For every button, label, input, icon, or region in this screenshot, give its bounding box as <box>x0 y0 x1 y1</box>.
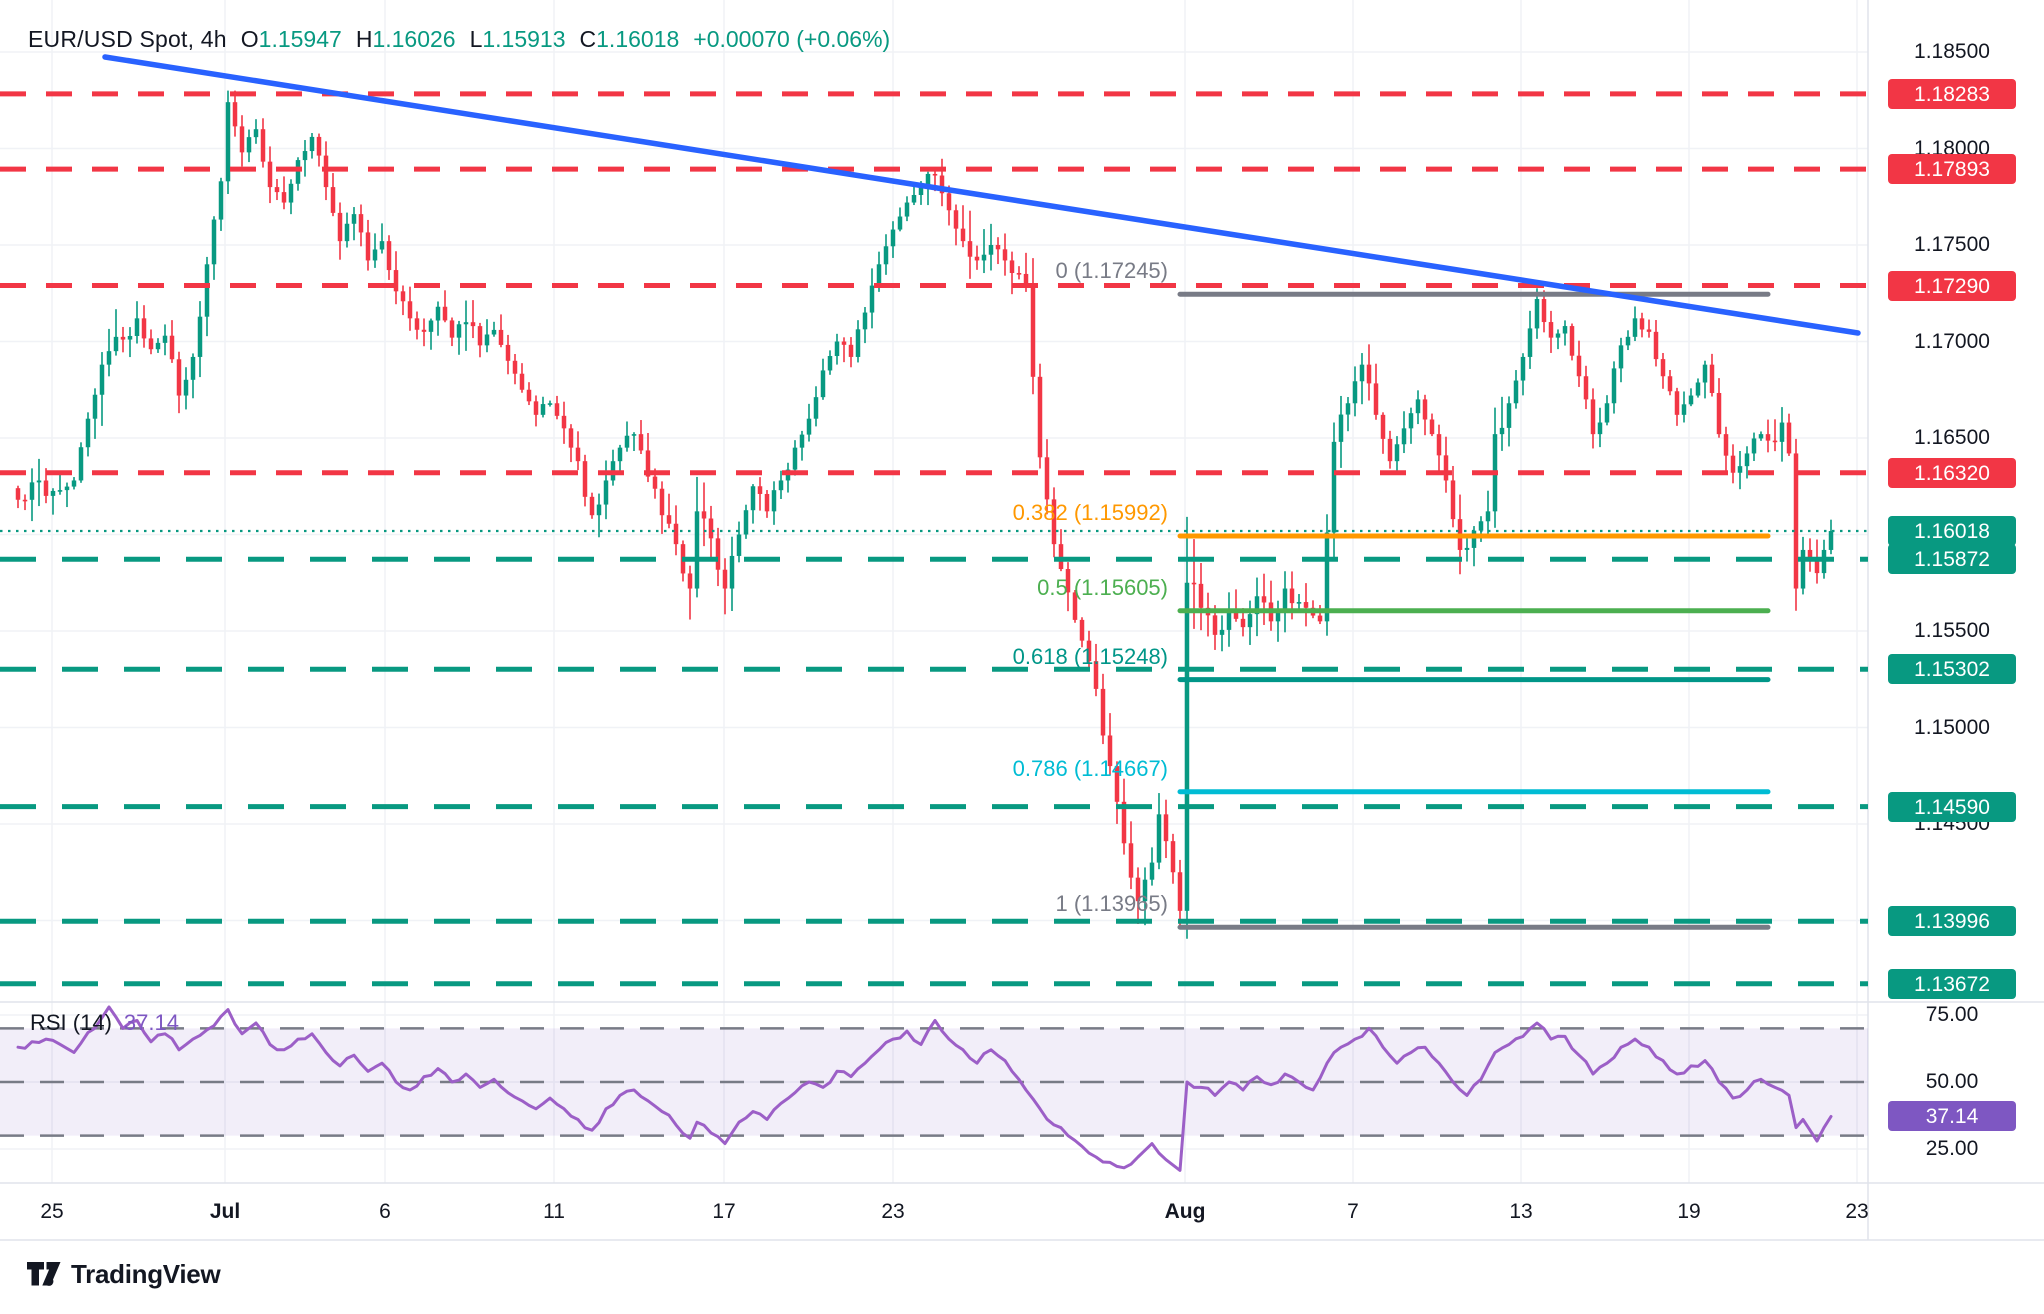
fib-level-label: 0.5 (1.15605) <box>1037 574 1168 600</box>
rsi-line <box>16 1005 1833 1172</box>
tradingview-logo-icon <box>27 1262 61 1286</box>
rsi-axis-label: 50.00 <box>1925 1070 1979 1093</box>
price-level-badge: 1.17290 <box>1888 270 2016 301</box>
price-level-badge: 1.18283 <box>1888 78 2016 109</box>
rsi-axis-label: 25.00 <box>1925 1137 1979 1160</box>
price-level-badge: 1.13996 <box>1888 906 2016 937</box>
time-axis-label: 19 <box>1677 1200 1701 1223</box>
rsi-band <box>0 1027 1868 1137</box>
rsi-value: 37.14 <box>123 1010 179 1035</box>
price-axis-label: 1.15500 <box>1914 619 1990 642</box>
price-axis-label: 1.16500 <box>1914 426 1990 449</box>
time-axis-label: 6 <box>379 1200 391 1223</box>
tradingview-logo-text: TradingView <box>71 1258 221 1289</box>
time-axis-label: 23 <box>1845 1200 1869 1223</box>
price-axis-label: 1.15000 <box>1914 715 1990 739</box>
trendline[interactable] <box>102 54 1861 336</box>
price-axis-label: 1.17000 <box>1914 329 1990 353</box>
ohlc-high: H1.16026 <box>355 26 456 52</box>
chart-legend: EUR/USD Spot, 4h O1.15947 H1.16026 L1.15… <box>28 26 890 53</box>
price-axis-label: 1.18000 <box>1914 136 1990 160</box>
price-change: +0.00070 (+0.06%) <box>693 26 891 52</box>
ohlc-open: O1.15947 <box>240 26 342 52</box>
rsi-legend: RSI (14) 37.14 <box>30 1010 179 1036</box>
price-axis-label: 1.18500 <box>1914 40 1990 63</box>
price-level-badge: 1.15302 <box>1888 654 2016 685</box>
price-level-badge: 1.13672 <box>1888 968 2016 999</box>
pane-dividers <box>0 0 2044 1241</box>
fib-level-label: 1 (1.13965) <box>1055 891 1168 917</box>
time-axis-label: Jul <box>209 1200 241 1223</box>
price-level-badge: 1.17893 <box>1888 154 2016 185</box>
symbol-title[interactable]: EUR/USD Spot, 4h <box>28 26 227 52</box>
ohlc-low: L1.15913 <box>469 26 566 52</box>
time-axis-label: 7 <box>1347 1200 1359 1223</box>
time-axis-label: 25 <box>40 1200 64 1223</box>
price-level-badge: 1.16018 <box>1888 516 2016 547</box>
rsi-value-badge: 37.14 <box>1888 1101 2016 1132</box>
fib-level-label: 0.786 (1.14667) <box>1012 755 1168 781</box>
time-axis-label: 11 <box>543 1200 565 1223</box>
tradingview-logo[interactable]: TradingView <box>26 1258 221 1290</box>
price-level-badge: 1.15872 <box>1888 544 2016 575</box>
fib-level-label: 0 (1.17245) <box>1055 258 1168 284</box>
rsi-axis-label: 75.00 <box>1925 1003 1979 1026</box>
time-axis-label: 13 <box>1509 1200 1533 1223</box>
ohlc-close: C1.16018 <box>579 26 680 52</box>
time-axis-label: Aug <box>1164 1200 1206 1223</box>
level-lines <box>0 91 1868 987</box>
price-axis-label: 1.17500 <box>1914 233 1990 256</box>
price-level-badge: 1.16320 <box>1888 457 2016 488</box>
fibonacci-lines <box>1177 291 1771 930</box>
rsi-label[interactable]: RSI (14) <box>30 1010 112 1035</box>
fib-level-label: 0.382 (1.15992) <box>1012 500 1168 526</box>
fib-level-label: 0.618 (1.15248) <box>1012 643 1168 669</box>
time-axis-label: 23 <box>881 1200 905 1223</box>
price-level-badge: 1.14590 <box>1888 791 2016 822</box>
time-axis-label: 17 <box>712 1200 736 1223</box>
